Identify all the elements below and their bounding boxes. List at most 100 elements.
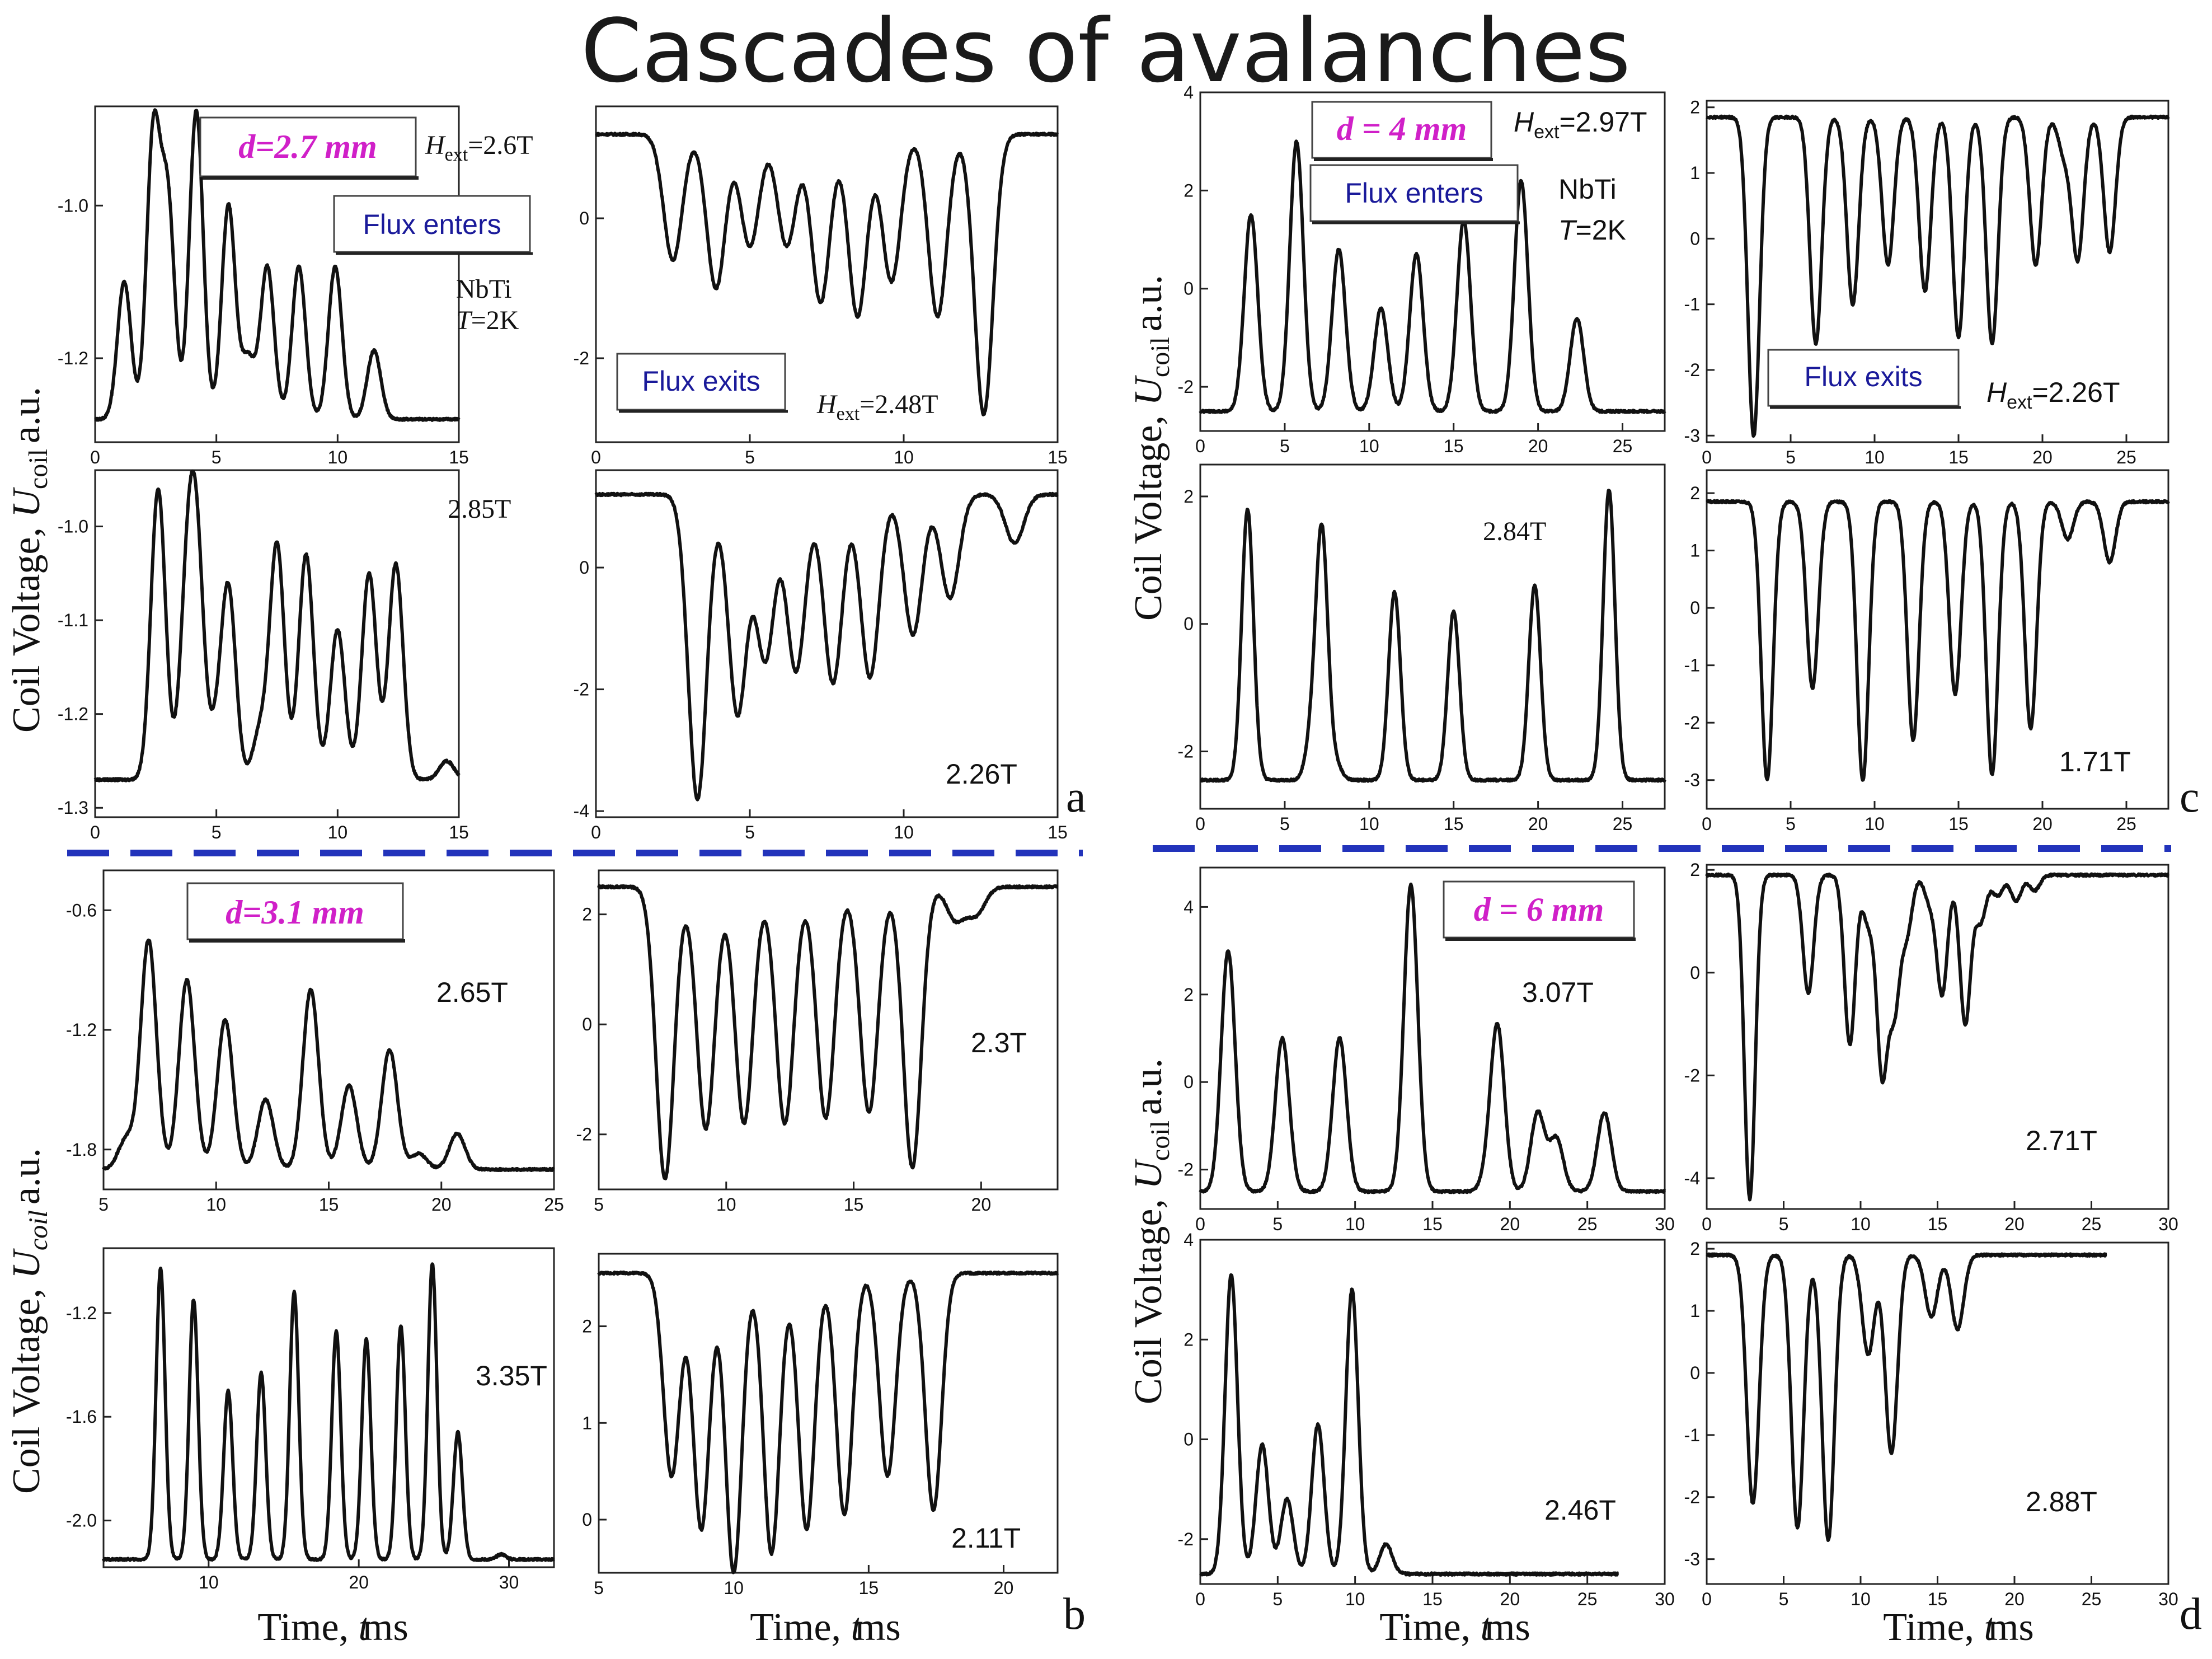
y-tick-label-c4-3: -1 xyxy=(1684,655,1700,676)
y-tick-label-d2-0: 2 xyxy=(1690,860,1700,880)
x-tick-label-c1-4: 20 xyxy=(1528,436,1548,456)
hext-label-a2: Hext=2.48T xyxy=(816,390,938,424)
x-tick-label-b4-2: 15 xyxy=(859,1578,879,1598)
x-axis-label-b-left: Time, tms xyxy=(257,1606,408,1649)
y-tick-label-c1-0: 4 xyxy=(1184,82,1194,102)
x-tick-label-c2-2: 10 xyxy=(1865,447,1885,467)
y-tick-label-b4-0: 2 xyxy=(582,1316,592,1337)
trace-line-c2 xyxy=(1705,114,2170,438)
charts-group: 0 5 10 15-1.0-1.20 5 10 150-20 5 10 15-1.0-1.1-1.… xyxy=(58,82,2178,1609)
trace-line-a3 xyxy=(93,469,461,782)
field-label-a3: 2.85T xyxy=(448,494,511,524)
y-tick-label-b4-1: 1 xyxy=(582,1413,592,1433)
x-axis-label-d-left: Time, tms xyxy=(1379,1606,1530,1649)
x-tick-label-d1-0: 0 xyxy=(1195,1214,1205,1234)
trace-line-b3 xyxy=(102,1262,556,1562)
y-tick-label-c2-4: -2 xyxy=(1684,360,1700,380)
d-label-box-d xyxy=(1443,880,1635,939)
y-tick-label-d1-0: 4 xyxy=(1184,897,1194,917)
trace-line-d4 xyxy=(1705,1252,2108,1542)
y-tick-label-a4-0: 0 xyxy=(579,557,589,578)
x-tick-label-d1-2: 10 xyxy=(1345,1214,1365,1234)
y-tick-label-c2-2: 0 xyxy=(1690,228,1700,249)
field-label-d3: 2.46T xyxy=(1544,1494,1616,1526)
hext-label-c: Hext=2.97T xyxy=(1514,106,1647,143)
y-tick-label-a2-1: -2 xyxy=(574,348,589,368)
y-tick-label-b4-2: 0 xyxy=(582,1510,592,1530)
trace-line-a4 xyxy=(594,491,1059,802)
plot-frame-c4 xyxy=(1706,469,2169,810)
figure-title: Cascades of avalanches xyxy=(581,0,1631,102)
x-tick-label-c1-1: 5 xyxy=(1280,436,1290,456)
x-tick-label-a4-1: 5 xyxy=(745,822,755,842)
x-tick-label-d2-4: 20 xyxy=(2004,1214,2025,1234)
x-tick-label-d3-5: 25 xyxy=(1577,1589,1598,1609)
panel-letter-b: b xyxy=(1063,1590,1086,1639)
field-label-b1: 2.65T xyxy=(436,977,508,1008)
y-tick-label-a2-0: 0 xyxy=(579,208,589,228)
trace-line-b4 xyxy=(597,1270,1059,1574)
x-tick-label-a3-0: 0 xyxy=(90,822,100,842)
x-tick-label-c1-2: 10 xyxy=(1359,436,1379,456)
y-axis-label-a: Coil Voltage, Ucoila.u. xyxy=(5,387,53,733)
y-tick-label-d4-0: 2 xyxy=(1690,1239,1700,1259)
y-tick-label-c3-2: -2 xyxy=(1178,742,1194,762)
x-axis-label-d-right: Time, tms xyxy=(1883,1606,2033,1649)
x-tick-label-d4-3: 15 xyxy=(1928,1589,1948,1609)
field-label-c3: 2.84T xyxy=(1483,517,1546,546)
x-tick-label-d3-3: 15 xyxy=(1422,1589,1443,1609)
d-label-d: d = 6 mm xyxy=(1474,891,1604,928)
y-tick-label-d3-0: 4 xyxy=(1184,1230,1194,1250)
y-tick-label-c2-5: -3 xyxy=(1684,425,1700,446)
y-tick-label-d1-1: 2 xyxy=(1184,985,1194,1005)
field-label-b3: 3.35T xyxy=(476,1360,547,1391)
material-label-a: NbTi xyxy=(456,274,512,304)
y-tick-label-b1-1: -1.2 xyxy=(66,1020,97,1040)
y-tick-label-c2-3: -1 xyxy=(1684,294,1700,315)
x-tick-label-d3-4: 20 xyxy=(1500,1589,1520,1609)
x-tick-label-d1-3: 15 xyxy=(1422,1214,1443,1234)
y-tick-label-d4-3: -1 xyxy=(1684,1425,1700,1445)
d-label-box-c xyxy=(1311,101,1492,159)
panel-letter-c: c xyxy=(2180,772,2200,822)
y-tick-label-d2-1: 0 xyxy=(1690,963,1700,983)
flux-label-a2: Flux exits xyxy=(642,365,760,397)
x-tick-label-c3-3: 15 xyxy=(1444,814,1464,834)
x-tick-label-c1-5: 25 xyxy=(1613,436,1633,456)
x-tick-label-d3-0: 0 xyxy=(1195,1589,1205,1609)
x-tick-label-a4-0: 0 xyxy=(591,822,601,842)
x-tick-label-b3-2: 30 xyxy=(499,1572,519,1592)
y-tick-label-d3-2: 0 xyxy=(1184,1430,1194,1450)
field-label-d2: 2.71T xyxy=(2026,1125,2097,1156)
x-tick-label-c2-4: 20 xyxy=(2032,447,2053,467)
field-label-d4: 2.88T xyxy=(2026,1486,2097,1517)
x-tick-label-b4-1: 10 xyxy=(724,1578,744,1598)
temp-label-a: T=2K xyxy=(456,306,519,335)
x-tick-label-d2-1: 5 xyxy=(1779,1214,1789,1234)
x-tick-label-b1-3: 20 xyxy=(431,1194,452,1215)
plot-frame-d2 xyxy=(1706,864,2169,1210)
x-tick-label-a3-1: 5 xyxy=(212,822,222,842)
x-tick-label-d2-0: 0 xyxy=(1702,1214,1712,1234)
d-label-box-b xyxy=(186,882,404,940)
temp-label-c: T=2K xyxy=(1558,214,1626,246)
x-tick-label-d4-5: 25 xyxy=(2082,1589,2102,1609)
y-tick-label-c4-4: -2 xyxy=(1684,713,1700,733)
x-tick-label-d2-3: 15 xyxy=(1928,1214,1948,1234)
panel-letter-a: a xyxy=(1066,772,1086,822)
flux-box-c xyxy=(1309,164,1519,222)
field-label-a4: 2.26T xyxy=(946,758,1017,790)
y-tick-label-a1-1: -1.2 xyxy=(58,348,88,368)
y-tick-label-c1-1: 2 xyxy=(1184,180,1194,200)
x-tick-label-b3-0: 10 xyxy=(199,1572,219,1592)
y-tick-label-a4-1: -2 xyxy=(574,679,589,700)
x-tick-label-c3-0: 0 xyxy=(1195,814,1205,834)
trace-line-a1 xyxy=(93,108,461,422)
x-tick-label-b1-4: 25 xyxy=(544,1194,564,1215)
x-tick-label-d4-0: 0 xyxy=(1702,1589,1712,1609)
x-tick-label-b4-3: 20 xyxy=(994,1578,1014,1598)
y-tick-label-d3-1: 2 xyxy=(1184,1329,1194,1349)
